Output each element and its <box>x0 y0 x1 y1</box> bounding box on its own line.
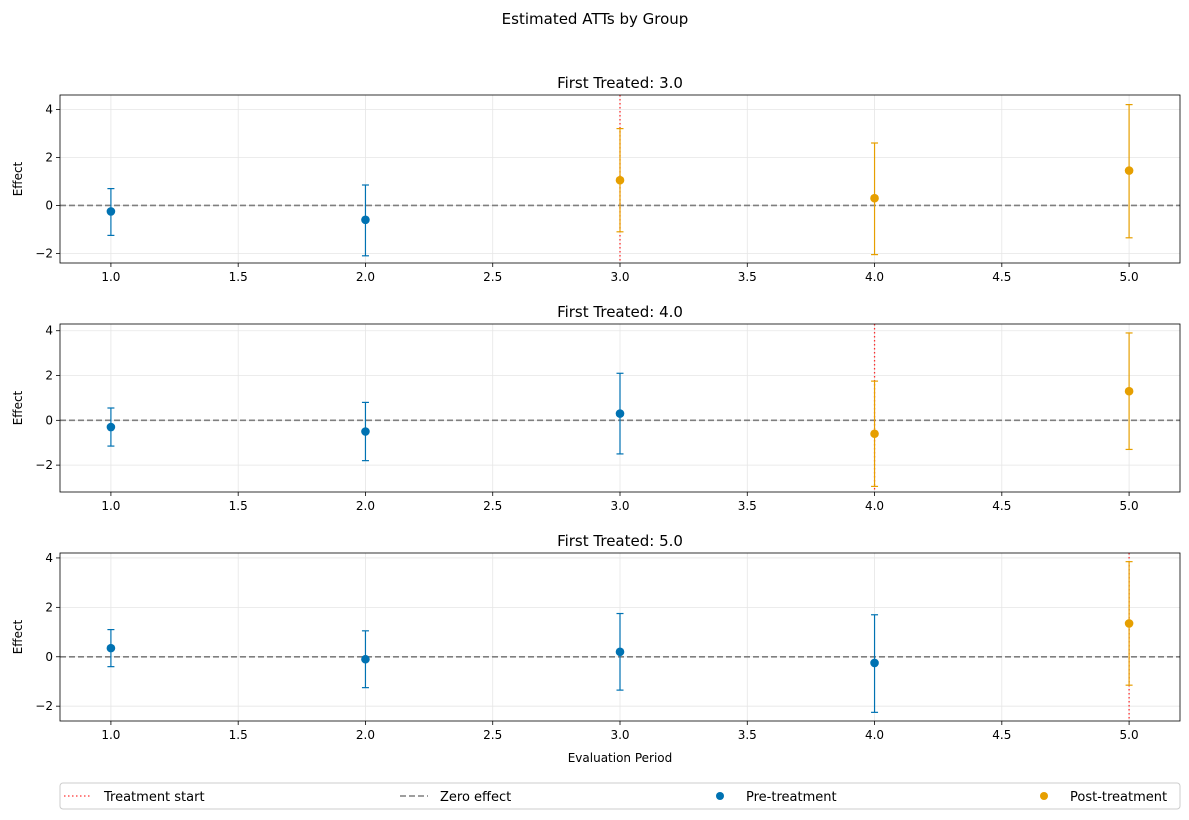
x-tick-label: 5.0 <box>1120 270 1139 284</box>
x-tick-label: 4.5 <box>992 499 1011 513</box>
post-treatment-point <box>1124 166 1134 175</box>
data-point-group <box>615 612 625 691</box>
x-tick-label: 1.5 <box>229 728 248 742</box>
post-treatment-point <box>1124 386 1134 396</box>
plot-area <box>60 95 1180 263</box>
x-axis-label: Evaluation Period <box>568 751 673 765</box>
data-point-group <box>615 128 625 233</box>
y-axis-label: Effect <box>11 619 25 654</box>
pre-treatment-point <box>361 654 370 664</box>
pre-treatment-point <box>106 643 116 653</box>
data-point-group <box>870 614 879 713</box>
y-tick-label: 2 <box>45 150 53 164</box>
x-tick-label: 1.5 <box>229 270 248 284</box>
y-tick-label: −2 <box>35 246 53 260</box>
y-tick-label: −2 <box>35 699 53 713</box>
data-point-group <box>1124 103 1134 239</box>
legend-item: Zero effect <box>400 790 511 805</box>
subplot-title: First Treated: 5.0 <box>557 532 683 550</box>
pre-treatment-point <box>361 427 370 436</box>
plot-area <box>60 324 1180 492</box>
subplot-title: First Treated: 4.0 <box>557 303 683 321</box>
subplot-1: 1.0 1.5 2.0 2.5 3.0 3.5 4.0 4.5 5.0 −2 0 2 4 First Tr… <box>11 74 1181 284</box>
pre-treatment-point <box>615 647 625 657</box>
pre-treatment-point <box>106 422 116 432</box>
x-tick-label: 2.0 <box>356 728 375 742</box>
x-tick-label: 2.0 <box>356 499 375 513</box>
legend-marker-icon <box>1040 792 1048 800</box>
data-point-group <box>361 401 370 462</box>
x-tick-label: 3.0 <box>610 270 629 284</box>
x-tick-label: 3.5 <box>738 270 757 284</box>
pre-treatment-point <box>106 207 116 216</box>
x-tick-label: 1.0 <box>101 728 120 742</box>
y-tick-label: 0 <box>45 650 53 664</box>
post-treatment-point <box>870 429 879 439</box>
legend-label: Treatment start <box>103 790 205 805</box>
x-tick-label: 2.0 <box>356 270 375 284</box>
data-point-group <box>870 380 879 487</box>
legend-item: Treatment start <box>64 790 205 805</box>
legend-marker-icon <box>716 792 724 800</box>
x-tick-label: 3.5 <box>738 499 757 513</box>
legend-item: Pre-treatment <box>716 790 837 805</box>
legend-label: Zero effect <box>440 790 511 805</box>
y-axis-label: Effect <box>11 390 25 425</box>
subplot-2: 1.0 1.5 2.0 2.5 3.0 3.5 4.0 4.5 5.0 −2 0 2 4 First Tr… <box>11 303 1181 513</box>
x-tick-label: 4.5 <box>992 270 1011 284</box>
figure-suptitle: Estimated ATTs by Group <box>502 10 689 28</box>
data-point-group <box>361 630 370 689</box>
pre-treatment-point <box>870 658 879 668</box>
subplot-title: First Treated: 3.0 <box>557 74 683 92</box>
post-treatment-point <box>615 175 625 185</box>
data-point-group <box>361 184 370 257</box>
y-tick-label: 4 <box>45 324 53 338</box>
x-tick-label: 1.0 <box>101 270 120 284</box>
legend-label: Pre-treatment <box>746 790 837 805</box>
data-point-group <box>1124 561 1134 686</box>
x-tick-label: 3.5 <box>738 728 757 742</box>
y-tick-label: 2 <box>45 369 53 383</box>
x-tick-label: 4.0 <box>865 728 884 742</box>
data-point-group <box>106 628 116 668</box>
x-tick-label: 4.0 <box>865 499 884 513</box>
data-point-group <box>870 142 879 256</box>
post-treatment-point <box>870 193 879 203</box>
post-treatment-point <box>1124 619 1134 628</box>
legend: Treatment start Zero effect Pre-treatment P… <box>59 782 1181 810</box>
subplots-container: 1.0 1.5 2.0 2.5 3.0 3.5 4.0 4.5 5.0 −2 0 2 4 First Tr… <box>11 74 1181 765</box>
y-tick-label: 4 <box>45 102 53 116</box>
data-point-group <box>106 188 116 236</box>
pre-treatment-point <box>615 409 625 418</box>
subplot-3: 1.0 1.5 2.0 2.5 3.0 3.5 4.0 4.5 5.0 −2 0 2 4 First Tr… <box>11 532 1181 765</box>
y-tick-label: 0 <box>45 198 53 212</box>
pre-treatment-point <box>361 215 370 225</box>
x-tick-label: 1.0 <box>101 499 120 513</box>
data-point-group <box>1124 332 1134 451</box>
x-tick-label: 5.0 <box>1120 499 1139 513</box>
x-tick-label: 3.0 <box>610 728 629 742</box>
x-tick-label: 3.0 <box>610 499 629 513</box>
x-tick-label: 1.5 <box>229 499 248 513</box>
y-tick-label: 4 <box>45 551 53 565</box>
x-tick-label: 4.5 <box>992 728 1011 742</box>
y-tick-label: 2 <box>45 600 53 614</box>
legend-frame <box>59 782 1181 810</box>
data-point-group <box>106 407 116 447</box>
y-tick-label: 0 <box>45 413 53 427</box>
legend-item: Post-treatment <box>1040 790 1167 805</box>
x-tick-label: 4.0 <box>865 270 884 284</box>
x-tick-label: 2.5 <box>483 728 502 742</box>
y-axis-label: Effect <box>11 161 25 196</box>
data-point-group <box>615 372 625 455</box>
plot-area <box>60 553 1180 721</box>
x-tick-label: 2.5 <box>483 499 502 513</box>
x-tick-label: 5.0 <box>1120 728 1139 742</box>
x-tick-label: 2.5 <box>483 270 502 284</box>
legend-label: Post-treatment <box>1070 790 1167 805</box>
y-tick-label: −2 <box>35 458 53 472</box>
